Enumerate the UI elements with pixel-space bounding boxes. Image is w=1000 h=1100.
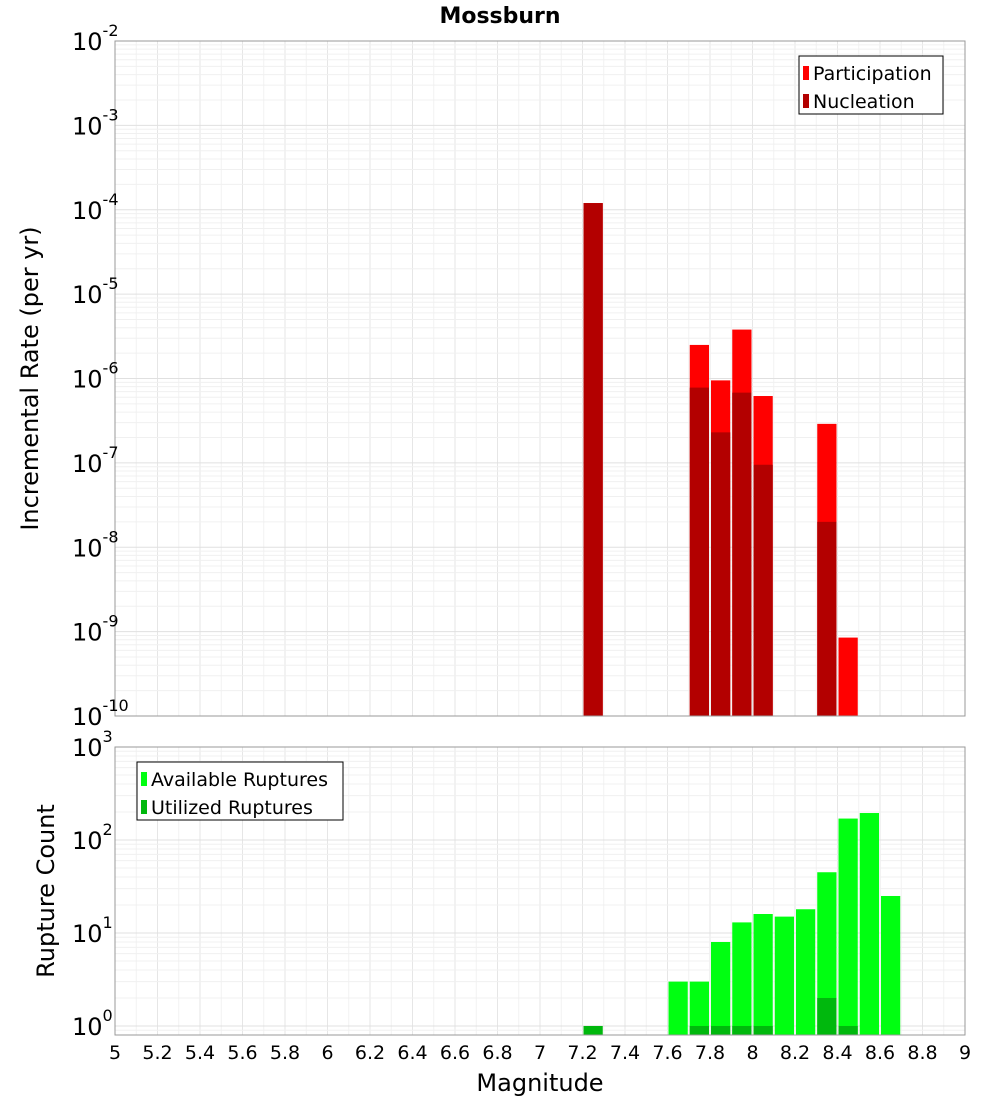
legend-swatch [141,772,147,786]
legend-swatch [141,800,147,814]
y-tick-label: 10-10 [72,696,129,731]
legend-box [136,761,344,821]
y-tick-label: 10-9 [72,612,119,647]
rate-panel-bars [583,203,858,716]
x-tick-label: 5.4 [185,1042,215,1064]
available-ruptures-bar [668,981,688,1035]
x-tick-label: 8.4 [822,1042,852,1064]
legend-swatch [803,66,809,80]
x-tick-label: 6.4 [397,1042,427,1064]
count-panel: 100 101 102 103 Rupture Count Available Rup… [32,727,966,1041]
chart-title: Mossburn [439,4,560,29]
rate-y-ticks: 10-10 10-9 10-8 10-7 10-6 10-5 10-4 10-3 10-2 [72,21,129,731]
available-ruptures-bar [859,813,879,1035]
available-ruptures-bar [774,916,794,1035]
nucleation-bar [689,387,709,716]
count-legend: Available Ruptures Utilized Ruptures [136,761,344,821]
utilized-ruptures-bar [753,1025,773,1035]
available-ruptures-bar [689,981,709,1035]
legend-label: Nucleation [813,91,915,113]
legend-label: Available Ruptures [151,769,328,791]
y-tick-label: 101 [72,913,113,948]
x-tick-label: 5.8 [270,1042,300,1064]
x-tick-label: 7.4 [610,1042,640,1064]
y-tick-label: 10-4 [72,190,119,225]
x-tick-label: 8.6 [865,1042,895,1064]
legend-swatch [803,94,809,108]
count-panel-bars [583,813,901,1035]
x-tick-label: 7.2 [567,1042,597,1064]
participation-bar [838,637,858,716]
x-axis-ticks: 5 5.2 5.4 5.6 5.8 6 6.2 6.4 6.6 6.8 7 7.2 7.4 7.6 7.8 8… [109,1042,971,1064]
x-tick-label: 7.6 [652,1042,682,1064]
x-tick-label: 8 [746,1042,758,1064]
x-tick-label: 6.6 [440,1042,470,1064]
available-ruptures-bar [753,914,773,1035]
nucleation-bar [732,392,752,716]
nucleation-bar [817,521,837,716]
x-tick-label: 7 [534,1042,546,1064]
y-tick-label: 10-8 [72,527,119,562]
legend-box [798,55,944,115]
x-tick-label: 6 [321,1042,333,1064]
y-tick-label: 10-2 [72,21,119,56]
nucleation-bar [753,464,773,716]
count-y-ticks: 100 101 102 103 [72,727,113,1041]
utilized-ruptures-bar [689,1025,709,1035]
legend-label: Utilized Ruptures [151,797,313,819]
rate-panel: 10-10 10-9 10-8 10-7 10-6 10-5 10-4 10-3 10-2 In… [16,21,966,731]
available-ruptures-bar [881,895,901,1035]
nucleation-bar [711,432,731,716]
x-tick-label: 8.2 [780,1042,810,1064]
count-panel-frame [114,746,966,1036]
count-y-axis-label: Rupture Count [32,804,60,978]
available-ruptures-bar [838,818,858,1035]
y-tick-label: 102 [72,820,113,855]
legend-label: Participation [813,63,932,85]
rate-panel-frame [114,40,966,717]
utilized-ruptures-bar [817,997,837,1035]
utilized-ruptures-bar [583,1025,603,1035]
y-tick-label: 100 [72,1006,113,1041]
y-tick-label: 10-3 [72,105,119,140]
utilized-ruptures-bar [711,1025,731,1035]
y-tick-label: 10-5 [72,274,119,309]
utilized-ruptures-bar [732,1025,752,1035]
rate-panel-grid [114,40,966,717]
nucleation-bar [583,203,603,716]
x-tick-label: 7.8 [695,1042,725,1064]
y-tick-label: 10-6 [72,359,119,394]
available-ruptures-bar [796,909,816,1035]
utilized-ruptures-bar [838,1025,858,1035]
x-tick-label: 9 [959,1042,971,1064]
y-tick-label: 10-7 [72,443,119,478]
x-tick-label: 5.2 [142,1042,172,1064]
rate-legend: Participation Nucleation [798,55,944,115]
x-tick-label: 5.6 [227,1042,257,1064]
x-tick-label: 6.2 [355,1042,385,1064]
available-ruptures-bar [817,872,837,1035]
available-ruptures-bar [711,942,731,1035]
available-ruptures-bar [732,922,752,1035]
x-axis-label: Magnitude [476,1069,603,1097]
x-tick-label: 6.8 [482,1042,512,1064]
y-tick-label: 103 [72,727,113,762]
rate-y-axis-label: Incremental Rate (per yr) [16,226,44,530]
x-tick-label: 5 [109,1042,121,1064]
x-tick-label: 8.8 [907,1042,937,1064]
